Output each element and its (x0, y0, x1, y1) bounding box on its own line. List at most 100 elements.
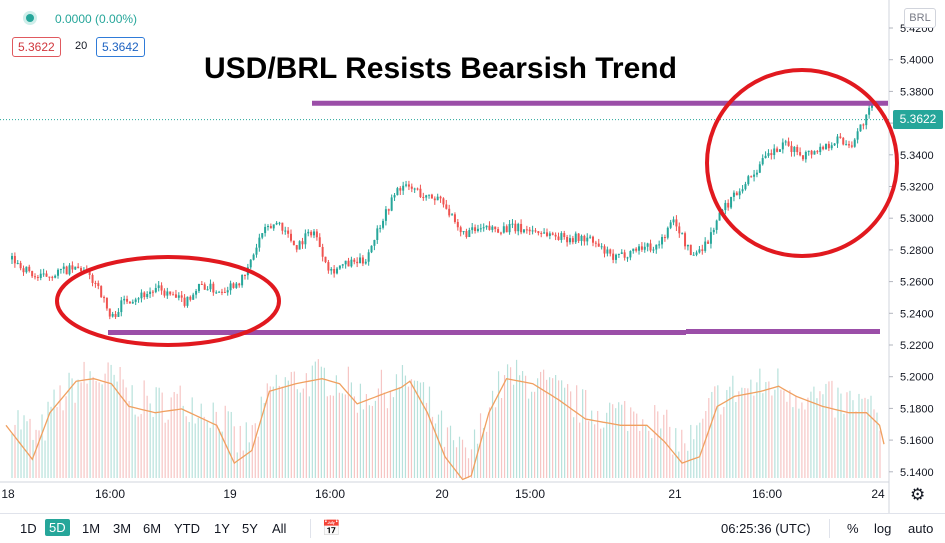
candle-body (353, 259, 356, 262)
candle-body (223, 292, 226, 294)
y-tick-label: 5.3400 (900, 150, 934, 162)
volume-bar (846, 392, 848, 478)
volume-bar (44, 440, 46, 478)
candle-body (767, 153, 770, 156)
volume-bar (404, 375, 407, 478)
volume-bar (723, 406, 725, 478)
volume-bar (41, 414, 43, 478)
candle-body (146, 293, 149, 298)
volume-bar (612, 404, 614, 478)
timeframe-3m[interactable]: 3M (113, 521, 132, 536)
volume-bar (293, 371, 295, 478)
y-tick-label: 5.2200 (900, 340, 934, 352)
candle-body (180, 295, 183, 298)
volume-bar (530, 391, 533, 478)
candle-body (318, 237, 321, 248)
volume-bar (473, 429, 476, 478)
volume-bar (83, 361, 85, 478)
candle-body (28, 266, 31, 272)
volume-bar (53, 389, 55, 478)
candle-body (543, 232, 546, 234)
volume-bar (341, 393, 343, 478)
volume-bar (434, 423, 437, 478)
volume-bar (555, 374, 557, 478)
volume-bar (17, 410, 19, 478)
candle-body (747, 176, 750, 185)
candle-body (750, 176, 753, 178)
candle-body (692, 254, 695, 256)
volume-bar (512, 384, 515, 478)
candle-body (203, 284, 206, 290)
candle-body (468, 230, 471, 238)
volume-bar (65, 396, 67, 478)
candle-body (635, 248, 638, 251)
candle-body (298, 241, 301, 250)
y-tick-label: 5.2800 (900, 245, 934, 257)
candle-body (422, 196, 425, 198)
candle-body (436, 196, 439, 201)
candle-body (583, 235, 586, 242)
volume-bar (392, 397, 395, 478)
volume-bar (840, 393, 842, 478)
volume-bar (561, 380, 563, 478)
volume-bar (777, 368, 779, 478)
candle-body (364, 261, 367, 264)
percent-scale-toggle[interactable]: % (847, 521, 859, 536)
volume-bar (299, 392, 301, 478)
candle-body (445, 204, 448, 209)
volume-bar (140, 414, 142, 478)
timeframe-1m[interactable]: 1M (82, 521, 101, 536)
volume-bar (726, 390, 728, 478)
candle-body (511, 223, 514, 225)
timeframe-1y[interactable]: 1Y (214, 521, 230, 536)
candle-body (485, 225, 488, 228)
timeframe-ytd[interactable]: YTD (174, 521, 200, 536)
timeframe-5d[interactable]: 5D (45, 519, 70, 536)
volume-bar (353, 396, 355, 478)
ask-price-box[interactable]: 5.3642 (96, 37, 145, 57)
candle-body (865, 114, 868, 126)
candle-body (632, 248, 635, 252)
volume-bar (437, 414, 440, 478)
timeframe-6m[interactable]: 6M (143, 521, 162, 536)
candle-body (839, 136, 842, 138)
candle-body (195, 290, 198, 295)
volume-bar (500, 398, 503, 478)
volume-bar (77, 379, 79, 478)
candle-body (617, 253, 620, 255)
volume-bar (197, 417, 199, 478)
volume-bar (678, 451, 680, 478)
timeframe-5y[interactable]: 5Y (242, 521, 258, 536)
candle-body (663, 237, 666, 239)
volume-bar (714, 386, 716, 478)
candle-body (545, 232, 548, 236)
x-tick-label: 24 (871, 487, 885, 501)
log-scale-toggle[interactable]: log (874, 521, 892, 536)
calendar-icon[interactable]: 📅 (322, 520, 341, 537)
gear-icon[interactable]: ⚙ (910, 485, 926, 504)
candle-body (126, 298, 129, 302)
candle-body (773, 148, 776, 156)
candle-body (778, 149, 781, 152)
volume-bar (747, 388, 749, 478)
candle-body (548, 233, 551, 236)
candle-body (151, 291, 154, 293)
candle-body (491, 226, 494, 230)
auto-scale-toggle[interactable]: auto (908, 521, 934, 536)
utc-clock[interactable]: 06:25:36 (UTC) (721, 521, 811, 536)
candle-body (31, 271, 34, 277)
candle-body (776, 148, 779, 152)
timeframe-all[interactable]: All (272, 521, 287, 536)
y-tick-label: 5.2600 (900, 277, 934, 289)
axis-currency-label[interactable]: BRL (904, 8, 936, 28)
candle-body (324, 256, 327, 263)
volume-bar (867, 399, 869, 478)
timeframe-1d[interactable]: 1D (20, 521, 37, 536)
candle-body (497, 229, 500, 233)
candle-body (163, 290, 166, 296)
bid-price-box[interactable]: 5.3622 (12, 37, 61, 57)
volume-bar (768, 381, 770, 478)
volume-bar (452, 440, 455, 478)
candle-body (620, 252, 623, 254)
